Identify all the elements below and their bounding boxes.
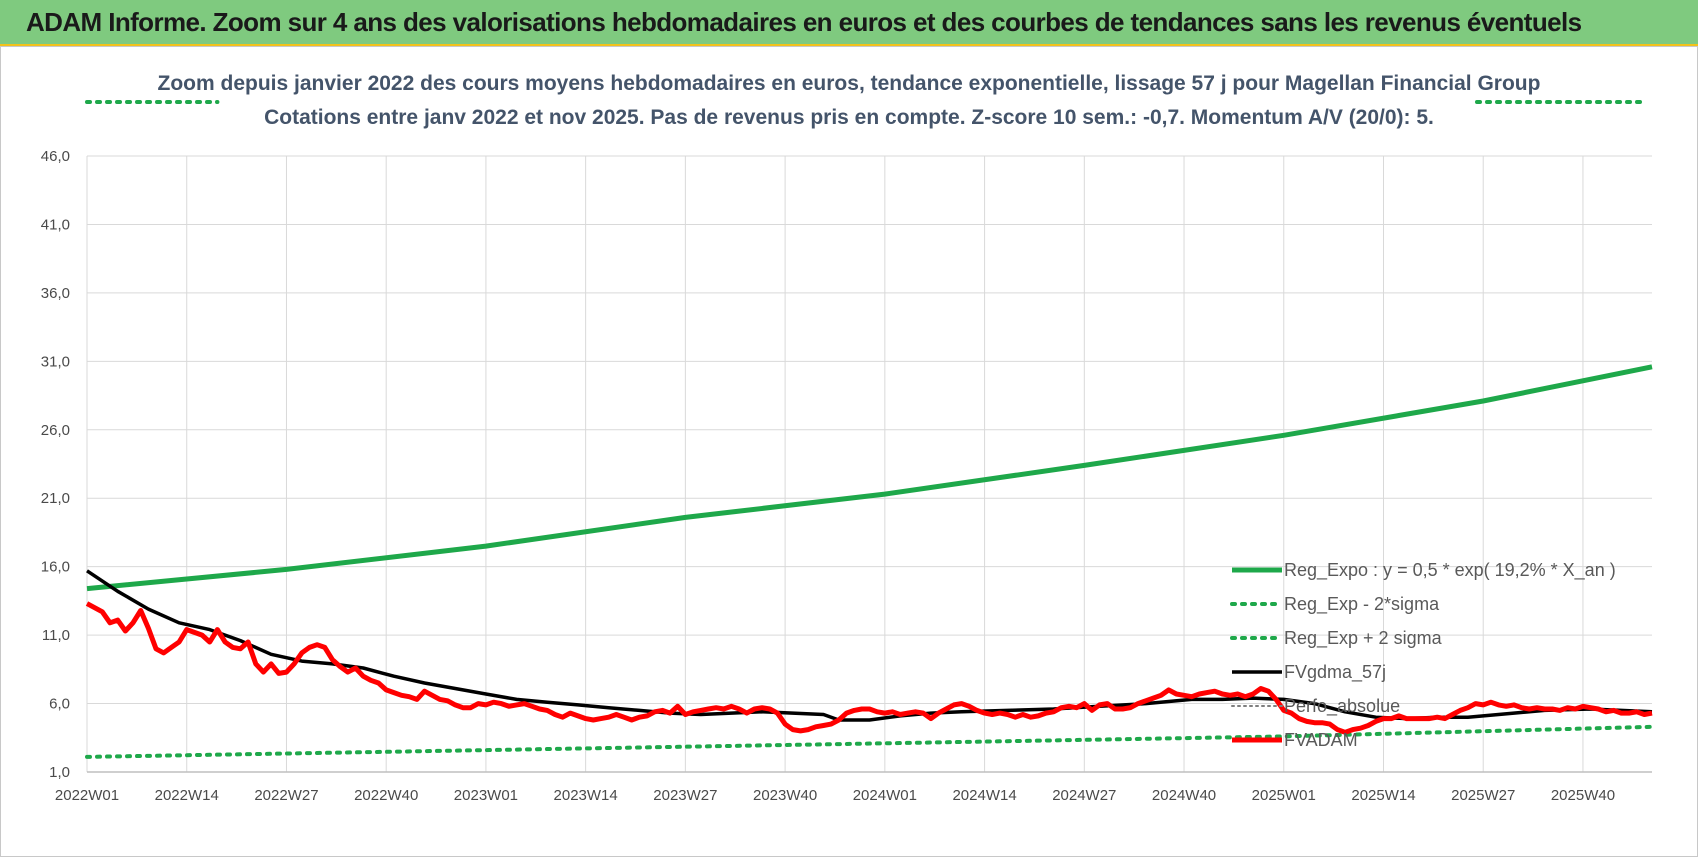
legend-label-4: Perfo_absolue: [1284, 696, 1400, 717]
x-tick-label: 2022W14: [155, 787, 219, 804]
y-tick-label: 41,0: [41, 216, 70, 233]
x-tick-label: 2023W27: [653, 787, 717, 804]
legend-label-5: FVADAM: [1284, 730, 1358, 750]
series-line-3: [86, 569, 1653, 722]
chart-title-line-1: Zoom depuis janvier 2022 des cours moyen…: [158, 72, 1541, 95]
series-line-1: [85, 724, 1654, 759]
x-tick-label: 2025W14: [1351, 787, 1415, 804]
x-tick-label: 2025W01: [1252, 787, 1316, 804]
y-tick-label: 26,0: [41, 422, 70, 439]
y-tick-label: 16,0: [41, 559, 70, 576]
series-line-0: [86, 364, 1653, 592]
x-tick-label: 2024W14: [952, 787, 1016, 804]
x-tick-label: 2022W40: [354, 787, 418, 804]
y-tick-label: 46,0: [41, 148, 70, 165]
legend-label-1: Reg_Exp - 2*sigma: [1284, 594, 1440, 615]
y-tick-label: 6,0: [49, 696, 70, 713]
x-tick-label: 2022W01: [55, 787, 119, 804]
x-tick-label: 2024W40: [1152, 787, 1216, 804]
x-tick-label: 2024W01: [853, 787, 917, 804]
x-tick-label: 2025W40: [1551, 787, 1615, 804]
legend-label-0: Reg_Expo : y = 0,5 * exp( 19,2% * X_an ): [1284, 560, 1616, 581]
series-line-5: [85, 601, 1653, 735]
y-tick-label: 31,0: [41, 353, 70, 370]
legend-label-2: Reg_Exp + 2 sigma: [1284, 628, 1443, 649]
y-tick-label: 1,0: [49, 764, 70, 781]
x-tick-label: 2025W27: [1451, 787, 1515, 804]
x-tick-label: 2024W27: [1052, 787, 1116, 804]
page-title: ADAM Informe. Zoom sur 4 ans des valoris…: [26, 7, 1582, 37]
x-tick-label: 2023W01: [454, 787, 518, 804]
legend-label-3: FVgdma_57j: [1284, 662, 1386, 683]
x-tick-label: 2023W40: [753, 787, 817, 804]
chart-title-line-2: Cotations entre janv 2022 et nov 2025. P…: [264, 106, 1434, 129]
y-tick-label: 11,0: [42, 627, 70, 644]
x-tick-label: 2023W14: [554, 787, 618, 804]
y-tick-label: 21,0: [41, 490, 70, 507]
y-tick-label: 36,0: [41, 285, 70, 302]
x-tick-label: 2022W27: [254, 787, 318, 804]
title-banner: ADAM Informe. Zoom sur 4 ans des valoris…: [0, 0, 1698, 46]
